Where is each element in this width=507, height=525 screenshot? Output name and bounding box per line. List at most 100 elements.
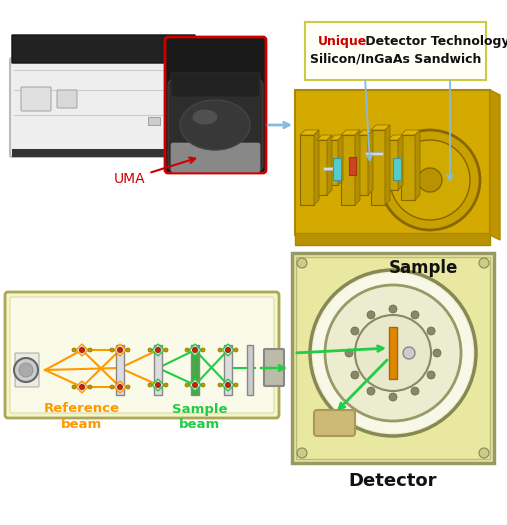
Circle shape <box>164 383 168 387</box>
Circle shape <box>367 311 375 319</box>
Circle shape <box>479 258 489 268</box>
Ellipse shape <box>180 100 250 150</box>
Circle shape <box>201 348 205 352</box>
Polygon shape <box>12 45 195 60</box>
Circle shape <box>411 387 419 395</box>
FancyBboxPatch shape <box>10 58 174 157</box>
Polygon shape <box>398 135 403 190</box>
Circle shape <box>297 258 307 268</box>
Circle shape <box>297 448 307 458</box>
Circle shape <box>72 385 76 389</box>
Circle shape <box>345 349 353 357</box>
Circle shape <box>72 348 76 352</box>
Circle shape <box>310 270 476 436</box>
Circle shape <box>193 383 198 387</box>
Circle shape <box>110 348 114 352</box>
Polygon shape <box>355 130 360 205</box>
Polygon shape <box>222 379 234 391</box>
Polygon shape <box>330 135 343 140</box>
FancyBboxPatch shape <box>21 87 51 111</box>
FancyBboxPatch shape <box>295 90 490 235</box>
Bar <box>365 152 383 155</box>
Circle shape <box>164 348 168 352</box>
FancyBboxPatch shape <box>168 80 263 170</box>
Polygon shape <box>388 135 403 140</box>
FancyBboxPatch shape <box>5 292 279 418</box>
Polygon shape <box>371 125 390 130</box>
Circle shape <box>185 383 189 387</box>
Bar <box>12 149 172 157</box>
Circle shape <box>234 348 238 352</box>
Circle shape <box>126 348 130 352</box>
Circle shape <box>80 348 85 352</box>
Polygon shape <box>152 344 164 356</box>
Polygon shape <box>114 381 126 393</box>
Polygon shape <box>341 130 360 135</box>
Circle shape <box>427 327 435 335</box>
Polygon shape <box>172 45 195 155</box>
Bar <box>388 140 398 190</box>
Circle shape <box>126 385 130 389</box>
FancyBboxPatch shape <box>292 253 494 463</box>
Bar <box>191 345 199 395</box>
Circle shape <box>88 348 92 352</box>
Bar <box>401 135 415 200</box>
Circle shape <box>226 383 231 387</box>
Polygon shape <box>300 130 319 135</box>
Polygon shape <box>385 125 390 205</box>
Circle shape <box>148 348 152 352</box>
Polygon shape <box>76 344 88 356</box>
Text: UMA: UMA <box>114 158 195 186</box>
Bar <box>317 140 327 195</box>
Circle shape <box>110 385 114 389</box>
Circle shape <box>118 384 123 390</box>
Polygon shape <box>114 344 126 356</box>
Text: Sample
beam: Sample beam <box>172 403 228 432</box>
FancyBboxPatch shape <box>171 73 260 97</box>
Bar <box>371 130 385 205</box>
Bar <box>393 158 401 180</box>
Bar <box>224 345 232 395</box>
Circle shape <box>226 348 231 352</box>
Circle shape <box>403 347 415 359</box>
Circle shape <box>389 393 397 401</box>
Circle shape <box>351 327 359 335</box>
Circle shape <box>355 315 431 391</box>
Polygon shape <box>401 130 420 135</box>
Text: Unique: Unique <box>318 35 367 47</box>
FancyBboxPatch shape <box>10 297 274 413</box>
Bar <box>341 135 355 205</box>
Polygon shape <box>317 135 332 140</box>
Text: Detector Technology: Detector Technology <box>361 35 507 47</box>
Bar <box>330 140 338 185</box>
Circle shape <box>427 371 435 379</box>
Circle shape <box>479 448 489 458</box>
Circle shape <box>88 385 92 389</box>
Polygon shape <box>222 344 234 356</box>
FancyBboxPatch shape <box>15 353 39 387</box>
Circle shape <box>14 358 38 382</box>
Circle shape <box>193 348 198 352</box>
Polygon shape <box>314 130 319 205</box>
Circle shape <box>418 168 442 192</box>
Bar <box>154 345 162 395</box>
Circle shape <box>351 371 359 379</box>
Circle shape <box>325 285 461 421</box>
Polygon shape <box>189 344 201 356</box>
Text: Silicon/InGaAs Sandwich: Silicon/InGaAs Sandwich <box>310 52 482 66</box>
Bar <box>358 135 368 195</box>
Circle shape <box>118 348 123 352</box>
Circle shape <box>411 311 419 319</box>
Circle shape <box>389 305 397 313</box>
Circle shape <box>80 384 85 390</box>
Circle shape <box>148 383 152 387</box>
Bar <box>389 327 397 379</box>
Polygon shape <box>415 130 420 200</box>
Circle shape <box>313 273 473 433</box>
Circle shape <box>234 383 238 387</box>
Bar <box>333 158 341 180</box>
Ellipse shape <box>193 110 218 124</box>
Circle shape <box>380 130 480 230</box>
Text: Sample: Sample <box>388 259 458 277</box>
Circle shape <box>185 348 189 352</box>
